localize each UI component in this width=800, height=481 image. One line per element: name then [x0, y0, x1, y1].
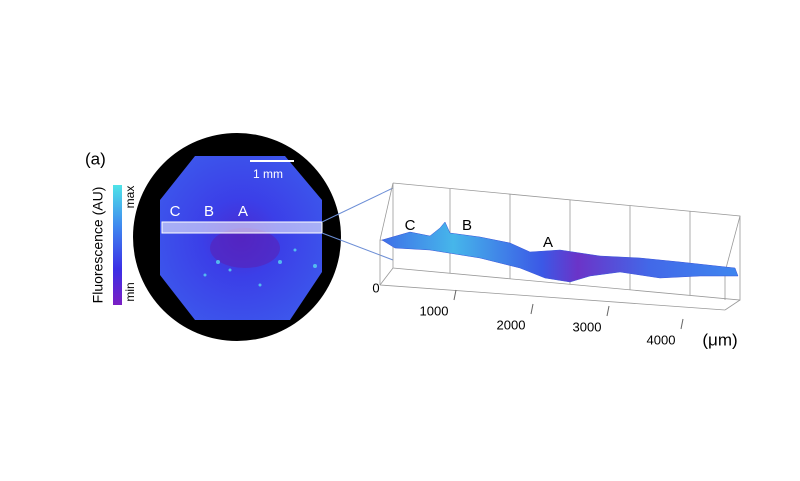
- panel-label: (a): [85, 149, 106, 168]
- tick-mark: [606, 305, 610, 317]
- tick-label: 0: [372, 280, 379, 295]
- tick-mark: [453, 289, 457, 301]
- surface-label: A: [543, 234, 553, 251]
- tick-mark: [530, 303, 534, 315]
- fluorescence-image: [160, 156, 322, 320]
- connector: [321, 187, 394, 223]
- scale-bar-label: 1 mm: [253, 167, 283, 181]
- tick-label: 1000: [420, 303, 449, 318]
- tick-label: 3000: [573, 319, 602, 334]
- colorbar-min: min: [123, 282, 137, 301]
- colorbar-title: Fluorescence (AU): [90, 187, 106, 304]
- tick-mark: [680, 318, 684, 330]
- tick-label: 4000: [647, 332, 676, 347]
- surface-box: [379, 182, 741, 311]
- colorbar: [113, 185, 122, 305]
- axis-unit: (μm): [702, 330, 737, 349]
- selection-strip: [161, 221, 323, 234]
- surface-label: C: [405, 217, 416, 234]
- image-label: A: [238, 203, 248, 220]
- image-label: B: [204, 203, 214, 220]
- surface-label: B: [462, 217, 472, 234]
- tick-label: 2000: [497, 317, 526, 332]
- surface-plot: [381, 221, 739, 283]
- connector: [321, 232, 394, 261]
- colorbar-max: max: [123, 186, 137, 209]
- image-label: C: [170, 203, 181, 220]
